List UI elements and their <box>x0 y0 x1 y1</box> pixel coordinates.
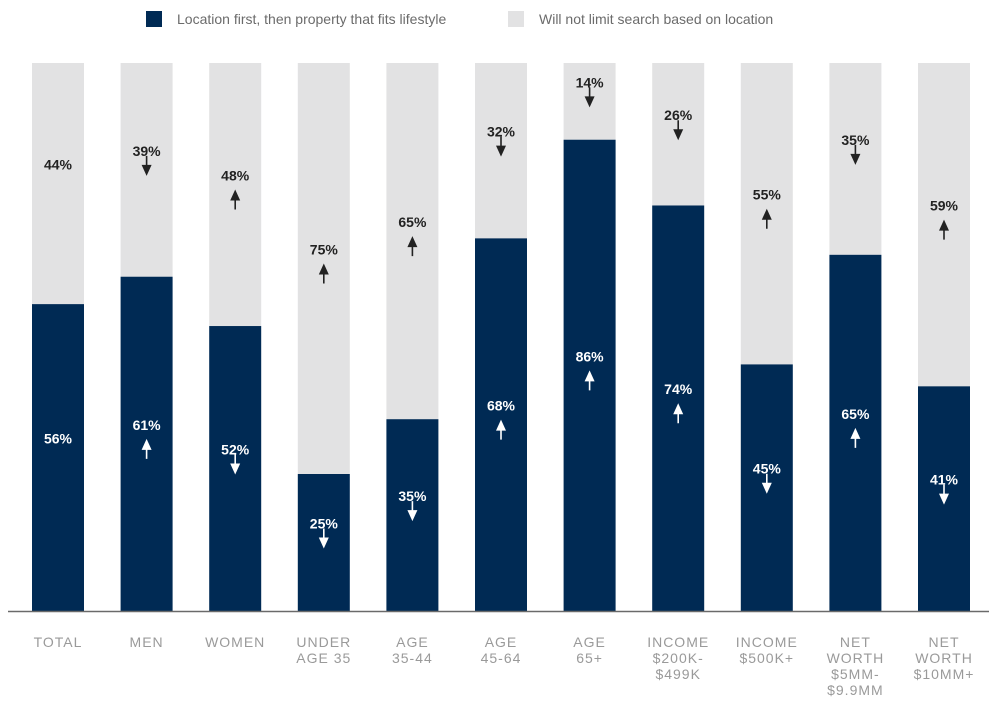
value-label-no-limit: 39% <box>133 143 162 159</box>
category-label-line: $499K <box>655 666 700 682</box>
arrow-up-icon <box>141 438 152 459</box>
value-label-no-limit: 44% <box>44 157 73 173</box>
arrow-down-icon <box>407 501 418 522</box>
value-label-location-first: 25% <box>310 516 339 532</box>
arrow-down-icon <box>318 528 329 549</box>
value-label-no-limit: 75% <box>310 242 339 258</box>
category-label-line: AGE 35 <box>296 650 351 666</box>
category-label: INCOME $500K+ <box>736 634 798 666</box>
category-label-line: $200K- <box>653 650 704 666</box>
arrow-up-icon <box>939 219 949 240</box>
category-label-line: INCOME <box>736 634 798 650</box>
value-label-no-limit: 32% <box>487 124 516 140</box>
category-label-line: 35-44 <box>392 650 433 666</box>
arrow-down-icon <box>584 87 595 108</box>
arrow-up-icon <box>230 189 241 210</box>
arrow-down-icon <box>673 120 684 141</box>
arrow-down-icon <box>761 473 772 494</box>
arrow-down-icon <box>496 136 506 157</box>
category-label: MEN <box>130 634 164 650</box>
value-label-location-first: 86% <box>576 348 605 364</box>
category-label: WOMEN <box>205 634 265 650</box>
legend-item-no-limit: Will not limit search based on location <box>508 8 773 30</box>
arrow-down-icon <box>850 144 861 165</box>
category-label: TOTAL <box>34 634 83 650</box>
value-label-no-limit: 35% <box>841 132 870 148</box>
value-label-no-limit: 14% <box>576 74 605 90</box>
legend-swatch-no-limit <box>508 11 524 27</box>
category-label-line: $5MM- <box>831 666 880 682</box>
arrow-up-icon <box>673 403 684 424</box>
category-label: UNDER AGE 35 <box>296 634 351 666</box>
arrow-up-icon <box>407 236 418 257</box>
value-label-no-limit: 65% <box>398 214 427 230</box>
category-label-line: $9.9MM <box>827 682 884 698</box>
category-label: AGE 45-64 <box>481 634 522 666</box>
value-label-no-limit: 59% <box>930 198 959 214</box>
bar-segment-no-limit <box>32 63 84 305</box>
arrow-up-icon <box>850 427 861 448</box>
category-label-line: INCOME <box>647 634 709 650</box>
arrow-up-icon <box>584 370 595 391</box>
category-label: AGE 65+ <box>573 634 606 666</box>
value-label-location-first: 45% <box>753 461 782 477</box>
category-label-line: 45-64 <box>481 650 522 666</box>
arrow-up-icon <box>496 419 506 440</box>
value-label-location-first: 65% <box>841 406 870 422</box>
category-label-line: NET <box>840 634 871 650</box>
category-label-line: NET <box>929 634 960 650</box>
category-label-line: WOMEN <box>205 634 265 650</box>
category-label-line: MEN <box>130 634 164 650</box>
category-label: NET WORTH $10MM+ <box>914 634 975 682</box>
legend-item-location-first: Location first, then property that fits … <box>146 8 446 30</box>
arrow-up-icon <box>318 263 329 284</box>
value-label-no-limit: 26% <box>664 107 693 123</box>
category-label: AGE 35-44 <box>392 634 433 666</box>
category-label-line: AGE <box>573 634 606 650</box>
legend-label-no-limit: Will not limit search based on location <box>539 11 774 27</box>
category-label-line: WORTH <box>827 650 885 666</box>
category-label-line: $10MM+ <box>914 666 975 682</box>
arrow-down-icon <box>939 484 949 505</box>
value-label-location-first: 56% <box>44 431 73 447</box>
arrow-up-icon <box>761 208 772 229</box>
legend-swatch-location-first <box>146 11 162 27</box>
category-label-line: TOTAL <box>34 634 83 650</box>
value-label-location-first: 41% <box>930 472 959 488</box>
category-label-line: WORTH <box>915 650 973 666</box>
category-label: NET WORTH $5MM-$9.9MM <box>827 634 885 698</box>
legend-label-location-first: Location first, then property that fits … <box>177 11 447 27</box>
value-label-no-limit: 48% <box>221 168 250 184</box>
category-label-line: AGE <box>485 634 518 650</box>
value-label-location-first: 68% <box>487 398 516 414</box>
arrow-down-icon <box>141 155 152 176</box>
category-label-line: $500K+ <box>739 650 794 666</box>
value-label-location-first: 74% <box>664 381 693 397</box>
value-label-location-first: 52% <box>221 442 250 458</box>
category-label: INCOME $200K-$499K <box>647 634 709 682</box>
value-label-location-first: 61% <box>133 417 162 433</box>
legend: Location first, then property that fits … <box>0 8 989 30</box>
category-label-line: UNDER <box>296 634 351 650</box>
bar-segment-location-first <box>32 304 84 611</box>
category-label-line: AGE <box>396 634 429 650</box>
arrow-down-icon <box>230 454 241 475</box>
value-label-no-limit: 55% <box>753 187 782 203</box>
value-label-location-first: 35% <box>398 488 427 504</box>
category-label-line: 65+ <box>576 650 603 666</box>
